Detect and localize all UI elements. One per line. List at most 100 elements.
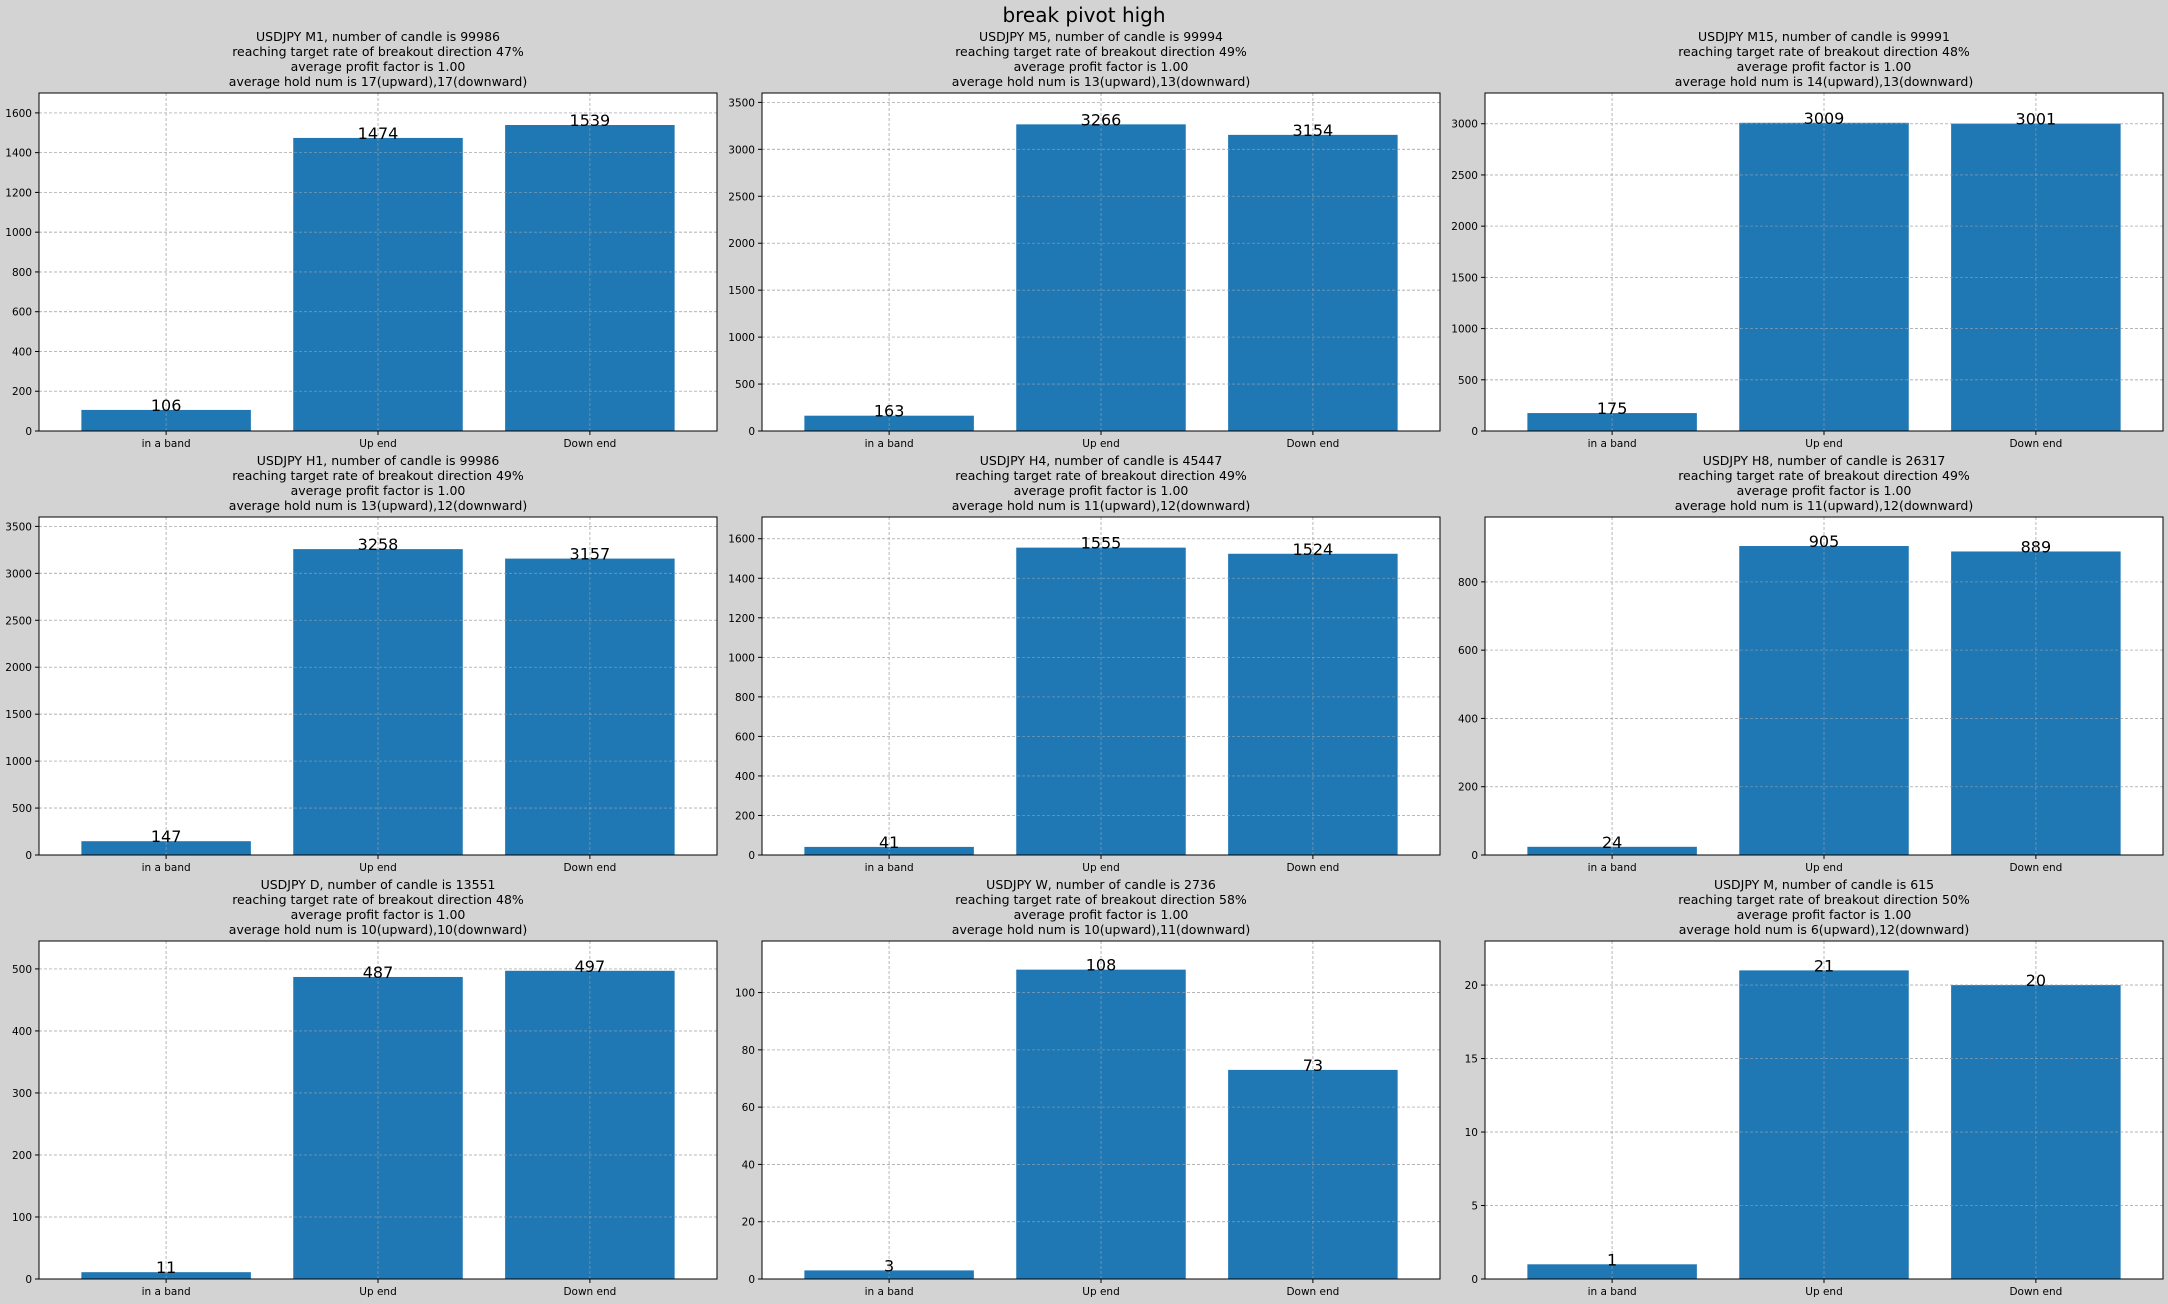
y-tick-label: 10	[1465, 1127, 1478, 1139]
y-tick-label: 2000	[5, 662, 32, 674]
subplot-title-line: reaching target rate of breakout directi…	[955, 44, 1247, 59]
y-tick-label: 500	[1458, 375, 1478, 387]
subplot-title-line: reaching target rate of breakout directi…	[232, 892, 524, 907]
subplot-title: USDJPY D, number of candle is 13551 reach…	[8, 877, 748, 937]
y-tick-label: 3000	[1451, 119, 1478, 131]
y-tick-label: 0	[748, 850, 755, 862]
subplot-title-line: USDJPY M1, number of candle is 99986	[256, 29, 500, 44]
y-tick-label: 600	[12, 307, 32, 319]
bar-value-label: 41	[879, 833, 899, 852]
bar-value-label: 3001	[2016, 110, 2057, 129]
y-tick-label: 1000	[728, 652, 755, 664]
subplot-title-line: USDJPY D, number of candle is 13551	[260, 877, 496, 892]
x-tick-label: Down end	[563, 862, 616, 874]
y-tick-label: 1200	[5, 187, 32, 199]
bar-value-label: 1	[1607, 1250, 1617, 1269]
x-tick-label: in a band	[1588, 862, 1637, 874]
figure-suptitle: break pivot high	[1002, 3, 1166, 27]
y-tick-label: 3000	[5, 568, 32, 580]
bar-value-label: 1539	[570, 111, 611, 130]
x-tick-label: Down end	[1286, 1286, 1339, 1298]
bar-value-label: 11	[156, 1258, 176, 1277]
x-tick-label: in a band	[142, 862, 191, 874]
x-tick-label: Up end	[359, 862, 396, 874]
y-tick-label: 0	[748, 426, 755, 438]
subplot-title-line: USDJPY H1, number of candle is 99986	[256, 453, 500, 468]
subplot: 147 3258 3157 0 500 1000 1500 2000 2500 3000 3500 i…	[5, 516, 718, 874]
y-tick-label: 800	[735, 692, 755, 704]
bar-value-label: 905	[1809, 532, 1840, 551]
subplot: 1 21 20 0 5 10 15 20 in a band Up end Down end	[1465, 940, 2164, 1298]
subplot-title-line: USDJPY H4, number of candle is 45447	[979, 453, 1223, 468]
y-tick-label: 600	[1458, 645, 1478, 657]
bar-value-label: 487	[363, 963, 394, 982]
y-tick-label: 200	[12, 386, 32, 398]
subplot-title-line: average hold num is 13(upward),13(downwa…	[951, 74, 1251, 89]
subplot: 24 905 889 0 200 400 600 800 in a band Up end Down…	[1458, 516, 2164, 874]
subplot-title: USDJPY M1, number of candle is 99986 reac…	[8, 29, 748, 89]
subplot-title-line: average hold num is 6(upward),12(downwar…	[1678, 922, 1970, 937]
x-tick-label: Down end	[1286, 438, 1339, 450]
y-tick-label: 400	[735, 771, 755, 783]
subplot-title-line: average profit factor is 1.00	[290, 907, 466, 922]
y-tick-label: 0	[25, 1274, 32, 1286]
bar-value-label: 3	[884, 1256, 894, 1275]
x-tick-label: Up end	[359, 438, 396, 450]
bar-value-label: 3266	[1081, 110, 1122, 129]
y-tick-label: 0	[1471, 850, 1478, 862]
subplot-title-line: reaching target rate of breakout directi…	[1678, 892, 1970, 907]
subplot: 3 108 73 0 20 40 60 80 100 in a band Up end Down en…	[735, 940, 1441, 1298]
y-tick-label: 20	[742, 1217, 755, 1229]
x-tick-label: in a band	[1588, 438, 1637, 450]
y-tick-label: 1600	[5, 108, 32, 120]
y-tick-label: 1400	[5, 148, 32, 160]
y-tick-label: 400	[12, 346, 32, 358]
subplot: 163 3266 3154 0 500 1000 1500 2000 2500 3000 3500 i…	[728, 92, 1441, 450]
bar-value-label: 108	[1086, 956, 1117, 975]
subplot-title-line: average hold num is 10(upward),11(downwa…	[951, 922, 1251, 937]
x-tick-label: Down end	[563, 1286, 616, 1298]
subplot-title-line: average profit factor is 1.00	[1013, 483, 1189, 498]
y-tick-label: 300	[12, 1088, 32, 1100]
y-tick-label: 80	[742, 1045, 755, 1057]
subplot-title-line: average hold num is 11(upward),12(downwa…	[951, 498, 1251, 513]
y-tick-label: 800	[12, 267, 32, 279]
subplot-title-line: USDJPY M, number of candle is 615	[1713, 877, 1935, 892]
subplot-title-line: reaching target rate of breakout directi…	[232, 44, 524, 59]
subplot-title-line: USDJPY H8, number of candle is 26317	[1702, 453, 1946, 468]
y-tick-label: 200	[735, 810, 755, 822]
subplot: 106 1474 1539 0 200 400 600 800 1000 1200 1400 1600…	[5, 92, 718, 450]
y-tick-label: 1500	[728, 285, 755, 297]
x-tick-label: in a band	[142, 438, 191, 450]
subplot-title-line: average profit factor is 1.00	[290, 59, 466, 74]
y-tick-label: 600	[735, 731, 755, 743]
bar	[804, 846, 974, 855]
y-tick-label: 2500	[1451, 170, 1478, 182]
subplot: 41 1555 1524 0 200 400 600 800 1000 1200 1400 1600 i…	[728, 516, 1441, 874]
y-tick-label: 5	[1471, 1201, 1478, 1213]
bar-value-label: 1474	[358, 124, 399, 143]
bar-value-label: 163	[874, 402, 905, 421]
bar-value-label: 1524	[1293, 540, 1334, 559]
y-tick-label: 0	[25, 426, 32, 438]
y-tick-label: 200	[1458, 782, 1478, 794]
bar-value-label: 497	[575, 957, 606, 976]
y-tick-label: 2000	[728, 238, 755, 250]
subplot-title-line: average hold num is 17(upward),17(downwa…	[228, 74, 528, 89]
subplot-title-line: reaching target rate of breakout directi…	[1678, 44, 1970, 59]
y-tick-label: 15	[1465, 1054, 1478, 1066]
y-tick-label: 0	[25, 850, 32, 862]
subplot: 175 3009 3001 0 500 1000 1500 2000 2500 3000 in a …	[1451, 92, 2164, 450]
y-tick-label: 1500	[1451, 272, 1478, 284]
y-tick-label: 1000	[1451, 324, 1478, 336]
x-tick-label: Up end	[1082, 438, 1119, 450]
subplot-title-line: average profit factor is 1.00	[1736, 483, 1912, 498]
subplot-title-line: average hold num is 13(upward),12(downwa…	[228, 498, 528, 513]
bar-value-label: 3154	[1293, 121, 1334, 140]
subplot-title-line: average profit factor is 1.00	[290, 483, 466, 498]
y-tick-label: 0	[748, 1274, 755, 1286]
x-tick-label: Up end	[1805, 1286, 1842, 1298]
bar-value-label: 3258	[358, 535, 399, 554]
